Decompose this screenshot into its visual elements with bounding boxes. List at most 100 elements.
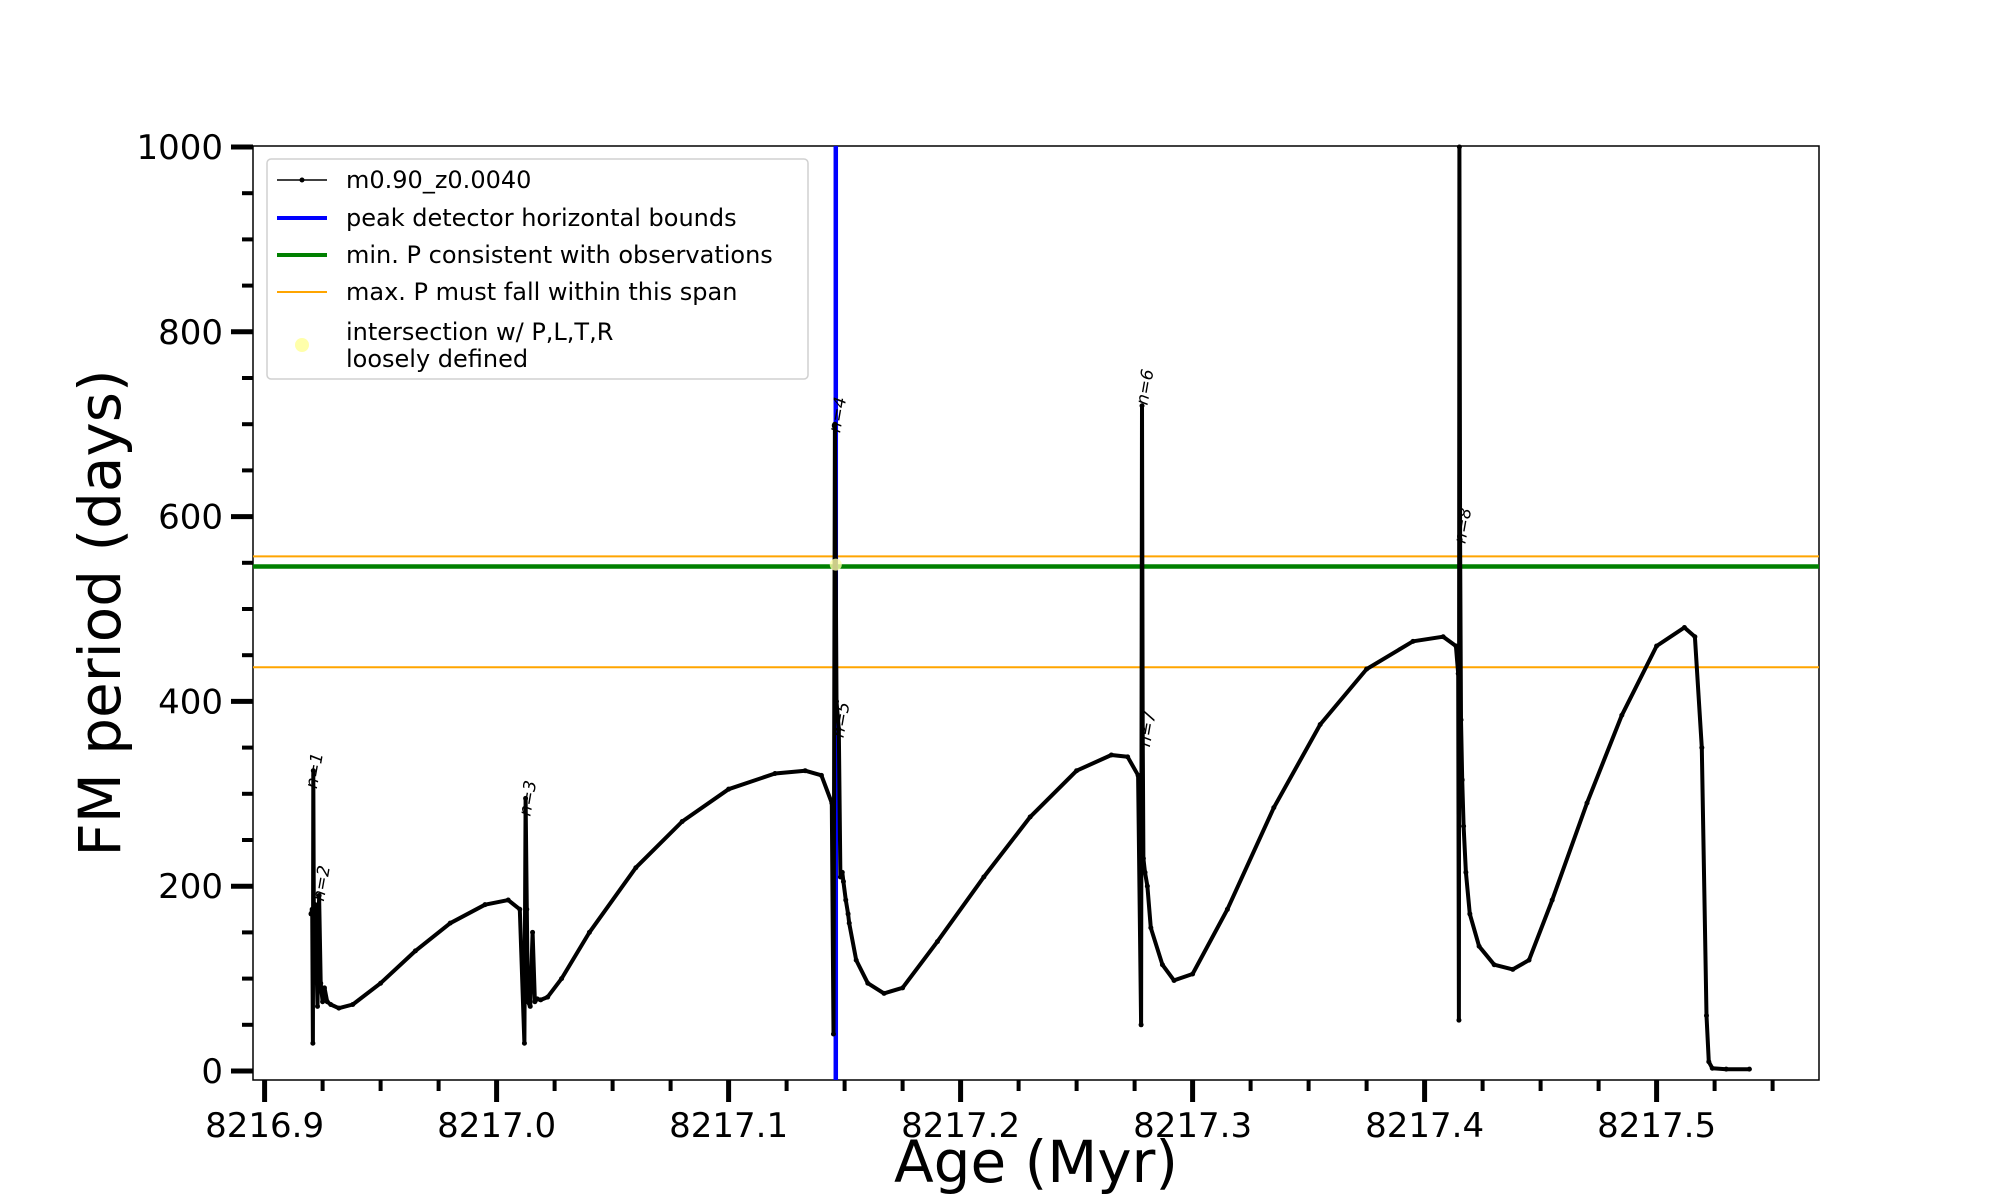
series-point (316, 892, 322, 898)
y-axis-title: FM period (days) (66, 369, 134, 856)
horizontal-reference-lines (253, 555, 1819, 669)
series-point (845, 911, 851, 917)
series-point (1461, 823, 1467, 829)
series-point (1142, 869, 1148, 875)
series-point (1654, 643, 1660, 649)
series-point (1467, 911, 1473, 917)
series-point (802, 768, 808, 774)
series-point (633, 865, 639, 871)
series-point (1526, 957, 1532, 963)
series-point (1459, 777, 1465, 783)
series-point (314, 1003, 320, 1009)
series-point (412, 948, 418, 954)
series-point (830, 1031, 836, 1037)
series-point (840, 879, 846, 885)
series-point (1074, 768, 1080, 774)
series-point (1476, 943, 1482, 949)
series-point (517, 906, 523, 912)
series-point (832, 421, 838, 427)
x-tick-label: 8217.2 (901, 1106, 1020, 1146)
series-point (843, 897, 849, 903)
series-point (1364, 666, 1370, 672)
series-point (1410, 638, 1416, 644)
x-tick-label: 8217.1 (669, 1106, 788, 1146)
series-point (853, 957, 859, 963)
legend-label: loosely defined (346, 345, 528, 373)
legend-swatch-marker (299, 177, 305, 183)
series-point (1027, 814, 1033, 820)
series-group (308, 144, 1752, 1072)
legend-label: max. P must fall within this span (346, 278, 737, 306)
x-tick-label: 8217.5 (1597, 1106, 1716, 1146)
series-point (829, 800, 835, 806)
series-point (839, 869, 845, 875)
legend-label: m0.90_z0.0040 (346, 166, 531, 194)
series-point (525, 999, 531, 1005)
series-point (527, 1003, 533, 1009)
series-point (1271, 805, 1277, 811)
series-point (679, 819, 685, 825)
series-point (524, 906, 530, 912)
y-tick-label: 1000 (136, 128, 223, 168)
series-point (1135, 772, 1141, 778)
series-point (311, 906, 317, 912)
series-point (1706, 1059, 1712, 1065)
series-point (934, 939, 940, 945)
series-point (1140, 726, 1146, 732)
legend-swatch-marker (295, 338, 309, 352)
series-point (1139, 403, 1145, 409)
series-point (310, 1040, 316, 1046)
x-tick-label: 8217.3 (1133, 1106, 1252, 1146)
series-point (1709, 1065, 1715, 1071)
points-group (829, 558, 842, 571)
series-point (1317, 722, 1323, 727)
series-point (1723, 1066, 1729, 1072)
series-point (1549, 897, 1555, 903)
series-point (1159, 962, 1165, 968)
series-point (772, 770, 778, 776)
series-point (586, 929, 592, 935)
y-tick-label: 400 (158, 682, 223, 722)
series-point (538, 997, 544, 1003)
series-point (1453, 643, 1459, 649)
series-point (1491, 962, 1497, 968)
series-point (1144, 883, 1150, 889)
series-point (1510, 966, 1516, 972)
series-point (1456, 144, 1462, 150)
series-point (310, 768, 316, 774)
series-point (1456, 1017, 1462, 1023)
series-point (318, 980, 324, 986)
series-point (1619, 712, 1625, 718)
series-point (545, 994, 551, 1000)
series-point (482, 902, 488, 908)
series-point (1224, 906, 1230, 912)
series-point (321, 985, 327, 991)
y-tick-label: 0 (201, 1052, 223, 1092)
x-tick-label: 8217.4 (1365, 1106, 1484, 1146)
series-point (1746, 1066, 1752, 1072)
series-point (1681, 624, 1687, 630)
legend-label: intersection w/ P,L,T,R (346, 318, 613, 346)
series-point (1108, 752, 1114, 758)
series-point (1699, 745, 1705, 751)
series-point (521, 1040, 527, 1046)
series-point (1140, 855, 1146, 861)
series-point (308, 911, 314, 917)
series-point (530, 929, 536, 935)
series-point (1171, 977, 1177, 983)
series-point (350, 1001, 356, 1007)
y-tick-label: 800 (158, 313, 223, 353)
legend-label: peak detector horizontal bounds (346, 204, 737, 232)
x-axis-title: Age (Myr) (894, 1128, 1178, 1196)
x-tick-label: 8216.9 (205, 1106, 324, 1146)
x-tick-label: 8217.0 (437, 1106, 556, 1146)
series-point (324, 999, 330, 1005)
x-axis-ticks: 8216.9 8217.0 8217.1 8217.2 8217.3 8217.4 8217… (205, 1080, 1775, 1146)
series-point (505, 897, 511, 903)
series-point (1457, 537, 1463, 543)
series-point (1463, 869, 1469, 875)
series-point (837, 874, 843, 880)
series-point (900, 985, 906, 991)
